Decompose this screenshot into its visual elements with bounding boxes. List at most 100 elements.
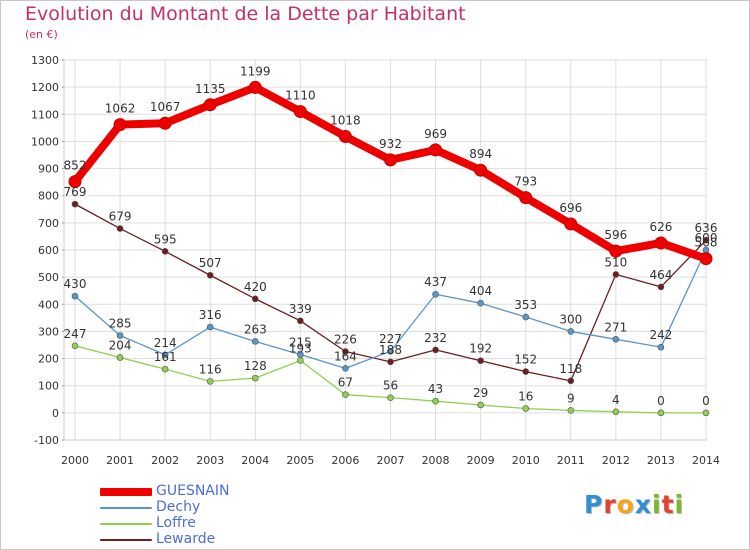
data-point-lewarde xyxy=(702,236,710,244)
data-point-loffre xyxy=(71,342,79,350)
x-tick-label: 2012 xyxy=(602,454,630,467)
data-point-dechy xyxy=(657,343,665,351)
data-label-dechy: 437 xyxy=(424,275,447,289)
data-point-guesnain xyxy=(384,153,397,167)
data-label-lewarde: 152 xyxy=(514,353,537,367)
data-label-guesnain: 852 xyxy=(64,159,87,173)
data-label-dechy: 214 xyxy=(154,336,177,350)
data-point-lewarde xyxy=(477,357,484,365)
x-tick-label: 2009 xyxy=(467,454,495,467)
data-label-loffre: 0 xyxy=(657,394,665,408)
data-point-lewarde xyxy=(116,225,124,232)
legend-label: GUESNAIN xyxy=(156,483,230,499)
data-label-lewarde: 232 xyxy=(424,331,447,345)
x-tick-label: 2010 xyxy=(512,454,540,467)
y-tick-label: 1200 xyxy=(31,81,59,94)
data-label-loffre: 43 xyxy=(428,382,443,396)
data-label-loffre: 29 xyxy=(473,386,488,400)
data-label-dechy: 404 xyxy=(469,284,492,298)
data-point-guesnain xyxy=(68,175,82,189)
data-point-lewarde xyxy=(657,283,665,291)
data-label-loffre: 0 xyxy=(702,394,710,408)
data-label-lewarde: 192 xyxy=(469,342,492,356)
logo-letter: r xyxy=(603,490,617,519)
logo-letter: P xyxy=(584,490,604,519)
data-label-dechy: 215 xyxy=(289,336,312,350)
y-tick-label: 0 xyxy=(52,407,59,420)
legend-swatch xyxy=(100,523,152,525)
data-label-dechy: 316 xyxy=(199,308,222,322)
data-point-guesnain xyxy=(699,252,713,266)
data-label-lewarde: 118 xyxy=(559,362,582,376)
data-point-dechy xyxy=(567,328,575,335)
y-tick-label: 500 xyxy=(38,271,59,284)
x-tick-label: 2002 xyxy=(151,454,179,467)
data-label-loffre: 193 xyxy=(289,341,312,355)
data-label-dechy: 164 xyxy=(334,349,357,363)
data-point-guesnain xyxy=(203,98,217,112)
data-point-loffre xyxy=(251,374,259,382)
data-label-guesnain: 1018 xyxy=(330,114,361,128)
data-label-layer: 852 1062 1067 1135 1199 1110 1018 932 969 894 793 6… xyxy=(64,64,718,407)
y-tick-label: 1000 xyxy=(31,135,59,148)
data-label-lewarde: 226 xyxy=(334,333,357,347)
data-label-dechy: 271 xyxy=(604,320,627,334)
data-label-loffre: 116 xyxy=(199,362,222,376)
data-point-loffre xyxy=(161,365,169,373)
data-label-guesnain: 894 xyxy=(469,147,492,161)
data-point-dechy xyxy=(612,335,620,343)
x-tick-label: 2014 xyxy=(692,454,720,467)
data-label-guesnain: 1135 xyxy=(195,82,226,96)
series-layer xyxy=(68,80,713,417)
data-point-lewarde xyxy=(432,346,439,354)
data-label-guesnain: 932 xyxy=(379,137,402,151)
data-label-dechy: 353 xyxy=(514,298,537,312)
legend-label: Dechy xyxy=(156,499,201,515)
data-label-guesnain: 793 xyxy=(514,175,537,189)
data-point-loffre xyxy=(342,391,349,398)
data-point-lewarde xyxy=(612,271,620,278)
data-label-dechy: 285 xyxy=(109,317,132,331)
x-tick-label: 2001 xyxy=(106,454,134,467)
y-tick-label: 600 xyxy=(38,244,59,257)
data-label-loffre: 128 xyxy=(244,359,267,373)
y-tick-label: 200 xyxy=(38,353,59,366)
x-tick-label: 2008 xyxy=(422,454,450,467)
data-point-loffre xyxy=(477,401,484,409)
data-point-lewarde xyxy=(251,295,259,303)
data-point-lewarde xyxy=(567,377,575,385)
data-label-guesnain: 568 xyxy=(695,236,718,250)
data-point-dechy xyxy=(71,292,79,300)
x-tick-label: 2007 xyxy=(377,454,405,467)
data-point-loffre xyxy=(297,357,304,364)
data-point-guesnain xyxy=(248,80,262,94)
data-label-lewarde: 510 xyxy=(604,255,627,269)
y-tick-label: -100 xyxy=(34,434,59,447)
data-label-lewarde: 507 xyxy=(199,256,222,270)
data-label-lewarde: 769 xyxy=(64,185,87,199)
data-point-lewarde xyxy=(387,358,394,366)
data-point-loffre xyxy=(206,378,214,385)
data-point-guesnain xyxy=(474,163,488,177)
data-point-dechy xyxy=(477,299,484,307)
logo-letter: x xyxy=(634,490,652,519)
axis-layer: -100010020030040050060070080090010001100… xyxy=(31,54,720,467)
data-point-lewarde xyxy=(522,368,530,375)
data-label-loffre: 4 xyxy=(612,393,620,407)
grid-layer xyxy=(64,59,707,441)
data-point-loffre xyxy=(522,405,530,412)
data-point-lewarde xyxy=(206,271,214,279)
data-point-guesnain xyxy=(564,217,578,231)
legend-swatch xyxy=(100,539,152,541)
data-label-lewarde: 636 xyxy=(695,221,718,235)
data-point-dechy xyxy=(116,332,124,339)
legend-label: Lewarde xyxy=(156,531,216,547)
data-point-dechy xyxy=(161,351,169,359)
data-label-loffre: 247 xyxy=(64,327,87,341)
logo-letter: i xyxy=(652,490,662,519)
data-label-loffre: 9 xyxy=(567,391,575,405)
data-point-dechy xyxy=(387,347,394,355)
data-point-guesnain xyxy=(113,118,127,132)
x-tick-label: 2003 xyxy=(196,454,224,467)
